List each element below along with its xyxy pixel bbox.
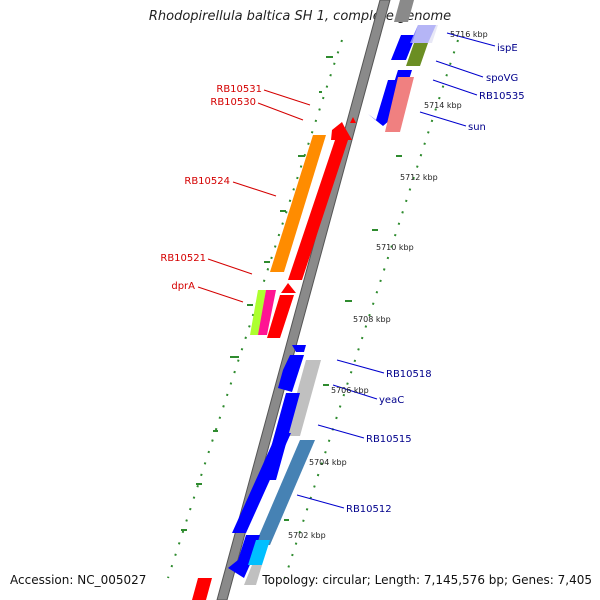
gene-forward xyxy=(258,290,276,335)
gene-forward xyxy=(192,578,212,600)
scale-label: 5708 kbp xyxy=(353,315,391,324)
scale-label: 5710 kbp xyxy=(376,243,414,252)
gene-forward xyxy=(250,290,266,335)
reverse-label-leaders xyxy=(296,32,496,509)
genome-backbone xyxy=(216,0,391,600)
gene-label-rb10531: RB10531 xyxy=(216,84,262,95)
gene-forward xyxy=(288,140,348,280)
gene-reverse xyxy=(385,77,414,132)
gc-ticks xyxy=(181,56,402,531)
genome-backbone-top xyxy=(394,0,414,22)
scale-label: 5716 kbp xyxy=(450,30,488,39)
gene-label-rb10535: RB10535 xyxy=(479,91,525,102)
gene-label-dpra: dprA xyxy=(171,281,195,292)
gene-forward xyxy=(350,117,356,123)
scale-label: 5712 kbp xyxy=(400,173,438,182)
gene-reverse xyxy=(244,565,262,585)
gene-reverse xyxy=(255,440,315,545)
scale-label: 5704 kbp xyxy=(309,458,347,467)
gene-label-ispe: ispE xyxy=(497,43,518,54)
gene-reverse xyxy=(278,355,304,392)
accession-text: Accession: NC_005027 xyxy=(10,573,147,587)
scale-label: 5706 kbp xyxy=(331,386,369,395)
scale-label: 5702 kbp xyxy=(288,531,326,540)
gene-reverse xyxy=(285,360,321,436)
gene-forward xyxy=(270,135,326,272)
gene-forward xyxy=(267,295,294,338)
gene-reverse xyxy=(248,540,270,565)
gene-reverse xyxy=(412,25,438,43)
gene-label-rb10524: RB10524 xyxy=(184,176,230,187)
gene-reverse xyxy=(292,345,306,352)
gene-label-rb10515: RB10515 xyxy=(366,434,412,445)
gene-label-spovg: spoVG xyxy=(486,73,518,84)
gc-track-right xyxy=(284,39,459,579)
gene-forward xyxy=(281,283,296,293)
gene-label-rb10521: RB10521 xyxy=(160,253,206,264)
gene-reverse xyxy=(232,433,291,533)
gene-reverse xyxy=(406,43,428,66)
gene-reverse xyxy=(368,114,390,126)
scale-label: 5714 kbp xyxy=(424,101,462,110)
gene-label-rb10530: RB10530 xyxy=(210,97,256,108)
gene-label-rb10512: RB10512 xyxy=(346,504,392,515)
gene-reverse xyxy=(238,535,260,560)
gene-label-yeac: yeaC xyxy=(379,395,404,406)
gene-label-sun: sun xyxy=(468,122,486,133)
gene-forward xyxy=(331,122,352,140)
genome-summary-text: Topology: circular; Length: 7,145,576 bp… xyxy=(262,573,592,587)
forward-label-leaders xyxy=(197,89,311,303)
gene-label-rb10518: RB10518 xyxy=(386,369,432,380)
gene-reverse xyxy=(391,35,416,60)
gene-reverse xyxy=(228,560,252,578)
